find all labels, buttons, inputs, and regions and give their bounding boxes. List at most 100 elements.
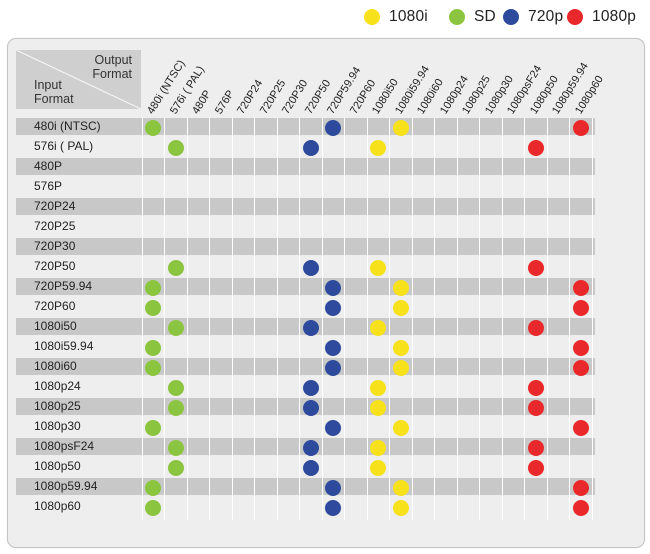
- format-dot-sd: [145, 119, 161, 136]
- format-dot-1080p: [572, 339, 589, 356]
- table-row: [16, 478, 595, 495]
- format-dot-1080i: [392, 419, 409, 436]
- format-dot-1080i: [370, 259, 386, 276]
- format-dot-720p: [302, 379, 319, 396]
- column-divider: [547, 118, 548, 520]
- format-dot-sd: [167, 139, 184, 156]
- row-label: 1080p30: [34, 419, 81, 433]
- format-dot-720p: [302, 399, 319, 416]
- format-dot-1080i: [392, 499, 409, 516]
- column-divider: [232, 118, 233, 520]
- table-row: [16, 358, 595, 375]
- format-dot-1080p: [527, 459, 544, 476]
- column-divider: [142, 118, 143, 520]
- column-divider: [367, 118, 368, 520]
- format-dot-sd: [167, 319, 184, 336]
- row-label: 1080p24: [34, 379, 81, 393]
- legend-dot: [449, 9, 465, 25]
- row-label: 1080p25: [34, 399, 81, 413]
- row-label: 576P: [34, 179, 63, 193]
- legend: 1080i SD 720p 1080p: [0, 6, 650, 28]
- format-dot-1080i: [392, 299, 409, 316]
- column-divider: [187, 118, 188, 520]
- output-format-label: Output Format: [92, 53, 132, 81]
- row-label: 1080p59.94: [34, 479, 98, 493]
- input-label-line1: Input: [34, 78, 62, 92]
- table-row: [16, 218, 595, 235]
- format-dot-1080p: [527, 439, 544, 456]
- format-dot-1080p: [527, 319, 544, 336]
- diagonal-divider: [16, 50, 141, 109]
- row-label: 720P24: [34, 199, 76, 213]
- row-label: 720P25: [34, 219, 76, 233]
- format-dot-720p: [325, 119, 341, 136]
- row-label: 720P59.94: [34, 279, 93, 293]
- column-divider: [344, 118, 345, 520]
- format-dot-sd: [167, 399, 184, 416]
- input-label-line2: Format: [34, 92, 74, 106]
- format-dot-720p: [325, 279, 341, 296]
- column-divider: [277, 118, 278, 520]
- format-dot-720p: [302, 319, 319, 336]
- format-dot-720p: [302, 139, 319, 156]
- format-dot-sd: [145, 299, 161, 316]
- format-dot-sd: [145, 499, 161, 516]
- format-dot-sd: [145, 279, 161, 296]
- legend-item-1080i: 1080i: [364, 6, 428, 28]
- format-dot-720p: [325, 479, 341, 496]
- format-dot-720p: [302, 439, 319, 456]
- format-dot-1080p: [527, 259, 544, 276]
- row-label: 1080psF24: [34, 439, 95, 453]
- legend-label: SD: [474, 8, 496, 25]
- table-row: [16, 298, 595, 315]
- column-divider: [524, 118, 525, 520]
- format-dot-720p: [302, 459, 319, 476]
- column-divider: [479, 118, 480, 520]
- column-divider: [569, 118, 570, 520]
- row-label: 720P50: [34, 259, 76, 273]
- row-label: 576i ( PAL): [34, 139, 94, 153]
- table-row: [16, 198, 595, 215]
- legend-label: 1080i: [389, 8, 428, 25]
- output-label-line2: Format: [92, 67, 132, 81]
- column-divider: [412, 118, 413, 520]
- column-divider: [254, 118, 255, 520]
- format-dot-1080p: [572, 499, 589, 516]
- legend-label: 1080p: [592, 8, 637, 25]
- legend-label: 720p: [528, 8, 564, 25]
- table-row: [16, 158, 595, 175]
- format-dot-sd: [145, 479, 161, 496]
- legend-dot: [567, 9, 583, 25]
- column-divider: [322, 118, 323, 520]
- format-dot-720p: [325, 499, 341, 516]
- format-dot-1080i: [370, 439, 386, 456]
- format-dot-sd: [167, 439, 184, 456]
- format-dot-1080p: [572, 419, 589, 436]
- format-dot-sd: [145, 359, 161, 376]
- table-row: [16, 338, 595, 355]
- table-row: [16, 418, 595, 435]
- row-label: 1080i59.94: [34, 339, 94, 353]
- format-dot-sd: [167, 259, 184, 276]
- column-divider: [299, 118, 300, 520]
- format-dot-1080p: [572, 359, 589, 376]
- format-dot-sd: [167, 459, 184, 476]
- row-label: 720P30: [34, 239, 76, 253]
- row-label: 1080p50: [34, 459, 81, 473]
- format-dot-1080p: [572, 119, 589, 136]
- format-dot-1080i: [370, 379, 386, 396]
- format-dot-1080p: [572, 299, 589, 316]
- column-divider: [389, 118, 390, 520]
- format-dot-1080i: [392, 359, 409, 376]
- format-dot-1080i: [370, 319, 386, 336]
- format-dot-sd: [167, 379, 184, 396]
- legend-item-sd: SD: [449, 6, 496, 28]
- format-dot-1080i: [392, 279, 409, 296]
- column-divider: [434, 118, 435, 520]
- row-label: 720P60: [34, 299, 76, 313]
- row-label: 480i (NTSC): [34, 119, 101, 133]
- format-dot-1080i: [392, 119, 409, 136]
- format-dot-720p: [325, 359, 341, 376]
- column-divider: [592, 118, 593, 520]
- format-dot-720p: [302, 259, 319, 276]
